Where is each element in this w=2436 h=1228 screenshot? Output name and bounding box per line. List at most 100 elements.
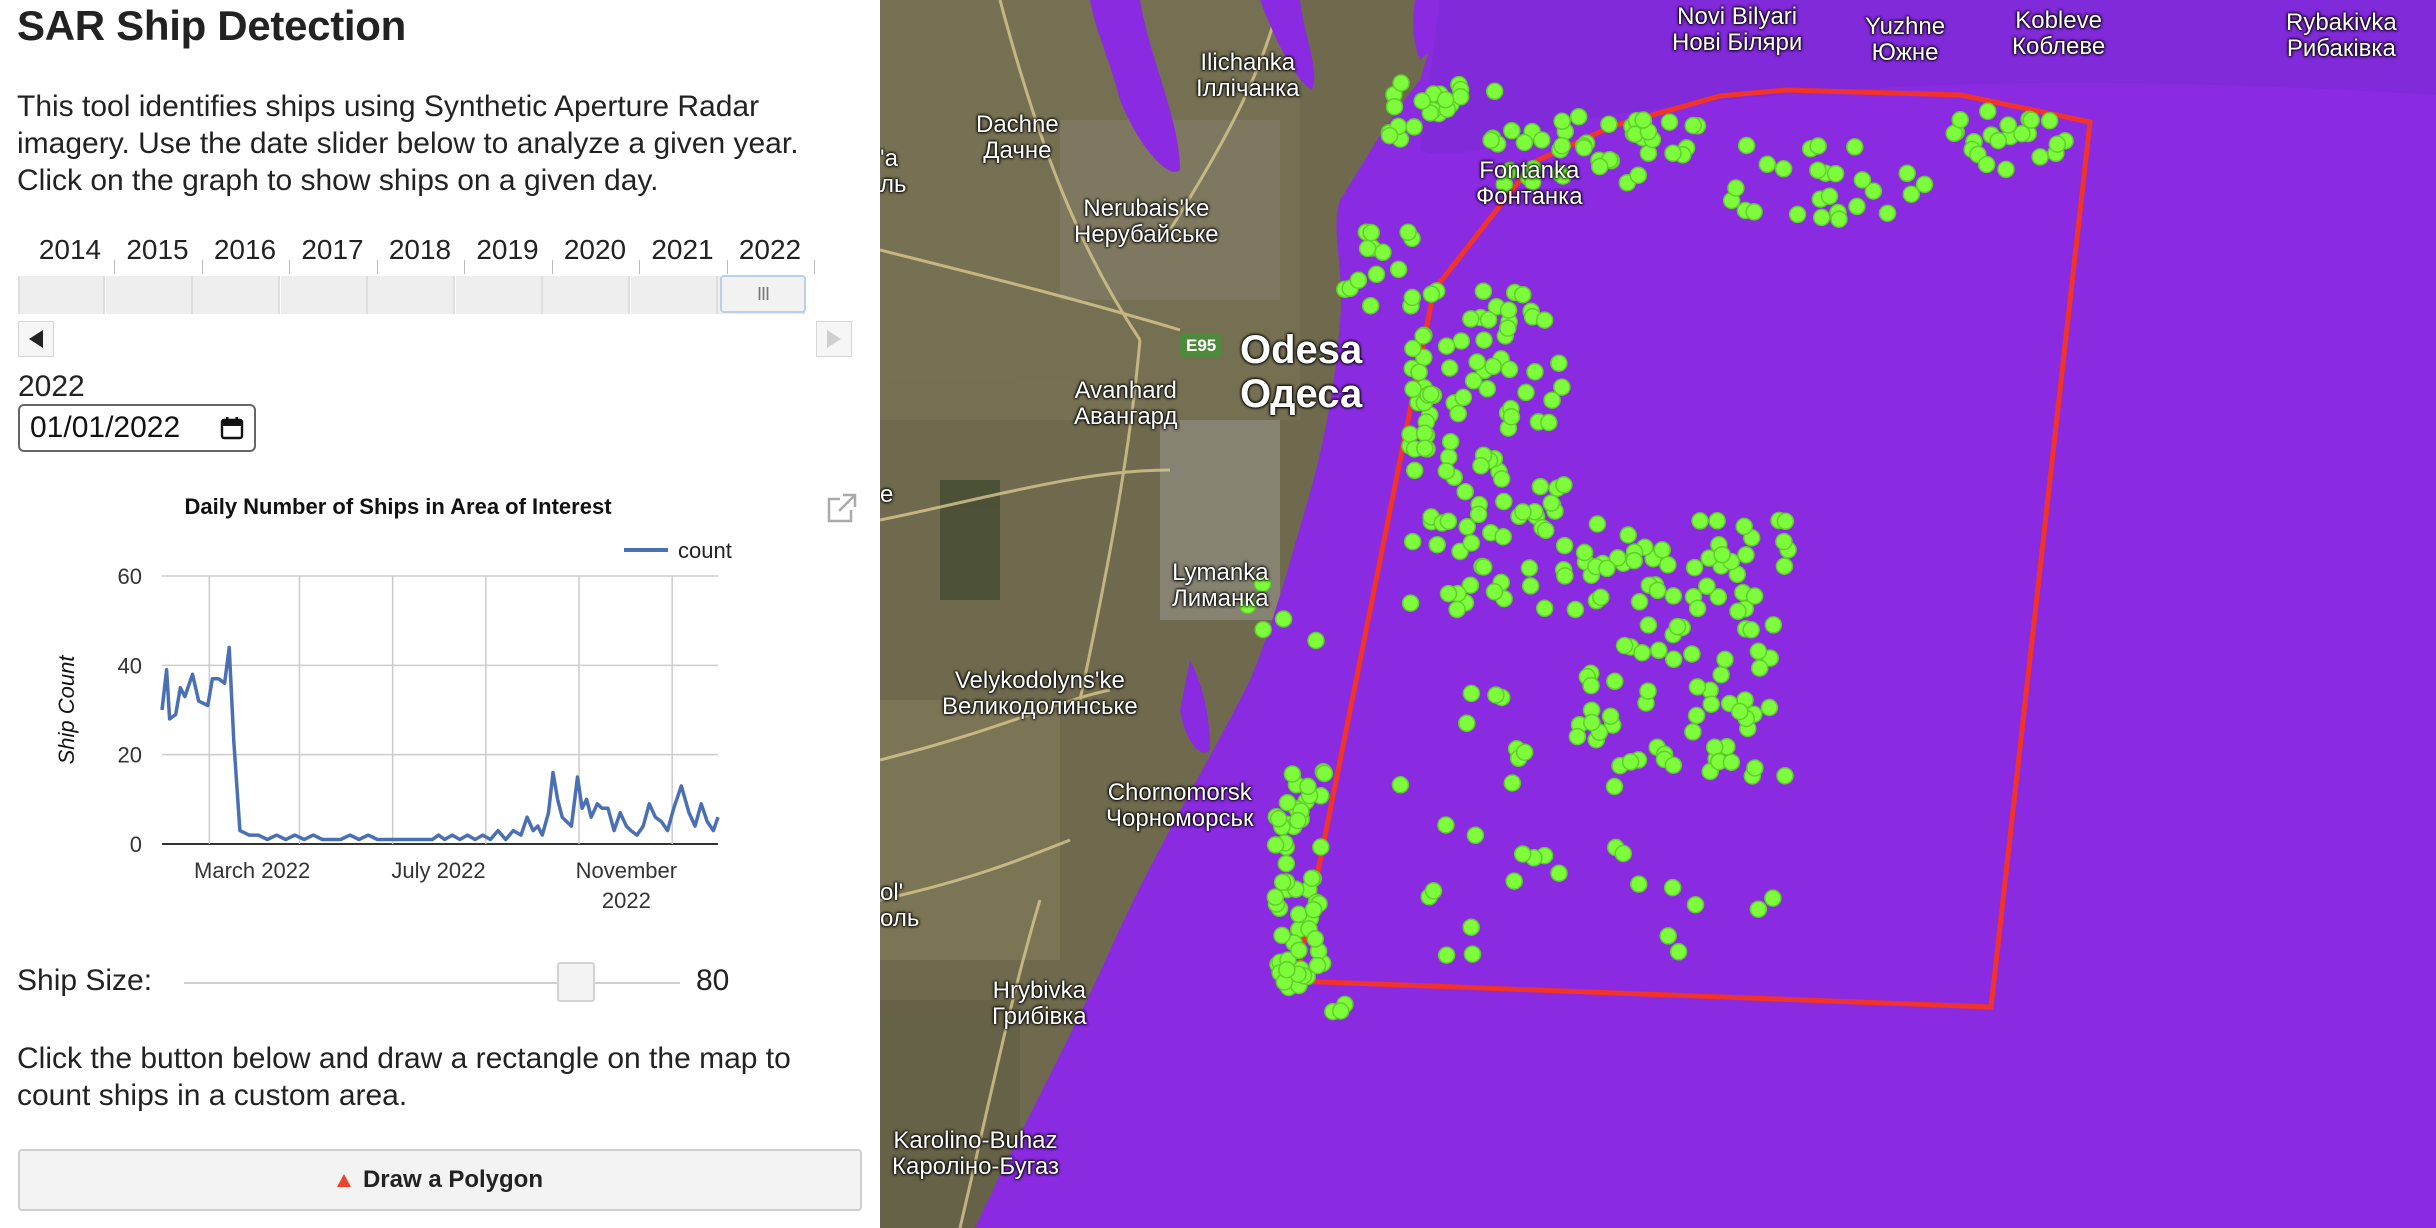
year-slot-2018[interactable] [368, 276, 455, 314]
ship-marker [1639, 682, 1657, 700]
year-label-2020[interactable]: 2020 [563, 234, 627, 265]
year-slot-2014[interactable] [18, 276, 105, 314]
year-label-2017[interactable]: 2017 [301, 234, 364, 265]
ship-marker [1727, 179, 1745, 197]
ship-marker [1749, 900, 1768, 918]
ship-marker [1608, 549, 1627, 567]
year-label-2015[interactable]: 2015 [126, 234, 189, 265]
ship-marker [2022, 111, 2040, 129]
ship-marker [1413, 92, 1431, 110]
draw-polygon-button[interactable]: Draw a Polygon [18, 1149, 862, 1211]
roads [880, 0, 1282, 1228]
ship-marker [1266, 836, 1285, 854]
ship-marker [1469, 505, 1488, 524]
year-slider-handle[interactable]: III [720, 275, 806, 313]
next-year-button[interactable] [816, 321, 852, 357]
ship-marker [1401, 425, 1419, 443]
ship-marker [1820, 187, 1839, 205]
ship-marker [1550, 354, 1568, 372]
ship-marker [1630, 875, 1648, 893]
ship-marker [1709, 588, 1728, 606]
ship-marker [1531, 477, 1550, 496]
year-slider[interactable]: 2014 2015 2016 2017 2018 2019 2020 2021 2022 III [18, 234, 854, 314]
chart-ylabel: Ship Count [54, 655, 79, 765]
ship-marker [1456, 482, 1474, 501]
year-label-2018[interactable]: 2018 [388, 234, 452, 265]
year-slot-2016[interactable] [193, 276, 280, 314]
ship-marker [1664, 587, 1683, 605]
year-slot-2017[interactable] [280, 276, 368, 314]
ship-marker [1448, 600, 1466, 619]
ship-marker [1553, 112, 1571, 131]
year-slot-2019[interactable] [455, 276, 543, 314]
ship-marker [1568, 727, 1587, 746]
map-view[interactable]: Novi Bilyari Нові Біляри Yuzhne Южне Kob… [880, 0, 2436, 1228]
ship-marker [1788, 205, 1807, 224]
ship-marker [1312, 838, 1330, 856]
date-input-value: 01/01/2022 [30, 411, 181, 444]
ship-marker [1575, 543, 1594, 562]
ship-marker [1745, 587, 1764, 605]
year-label-2014[interactable]: 2014 [38, 234, 102, 265]
ship-marker [1404, 380, 1422, 398]
ship-marker [1437, 946, 1456, 964]
ship-marker [1977, 155, 1996, 174]
ship-marker [1401, 594, 1420, 612]
polygon-triangle-icon [336, 1173, 351, 1187]
ship-size-slider-track[interactable] [184, 982, 680, 984]
calendar-icon[interactable] [220, 416, 244, 440]
ship-marker [1403, 532, 1422, 551]
year-label-2021[interactable]: 2021 [651, 234, 714, 265]
map-label-novi-bilyari: Novi Bilyari Нові Біляри [1672, 3, 1803, 56]
map-canvas[interactable] [880, 0, 2436, 1228]
map-label-kobleve: Kobleve Коблеве [2012, 7, 2106, 60]
ship-marker [1468, 353, 1486, 371]
year-label-2016[interactable]: 2016 [213, 234, 277, 265]
ship-marker [1737, 546, 1755, 564]
year-tick [639, 260, 640, 274]
ship-marker [1600, 115, 1618, 133]
ship-size-slider-thumb[interactable] [556, 962, 595, 1002]
year-label-2022[interactable]: 2022 [738, 234, 802, 265]
ship-marker [1462, 918, 1480, 936]
year-tick [114, 260, 115, 274]
ship-marker [1749, 642, 1768, 661]
land-texture [880, 0, 1300, 1228]
chart-xtick-label: 2022 [602, 888, 651, 913]
ship-marker [1273, 873, 1292, 891]
ship-marker [1424, 882, 1443, 900]
draw-instructions: Click the button below and draw a rectan… [17, 1042, 791, 1112]
ship-marker [1499, 319, 1517, 337]
ship-marker [1555, 536, 1574, 555]
map-label-nerubaiske: Nerubais'ke Нерубайське [1074, 195, 1219, 248]
year-slot-2021[interactable] [630, 276, 718, 314]
ship-marker [1283, 765, 1302, 783]
ship-marker [1550, 864, 1568, 882]
year-label-2019[interactable]: 2019 [476, 234, 539, 265]
year-slot-2020[interactable] [543, 276, 630, 314]
map-label-fontanka: Fontanka Фонтанка [1476, 157, 1583, 210]
ship-marker [2040, 111, 2059, 130]
ship-marker [1521, 577, 1540, 595]
prev-year-button[interactable] [18, 321, 54, 357]
ship-marker [1269, 810, 1288, 828]
open-in-new-icon[interactable] [826, 492, 858, 524]
ship-marker [1669, 943, 1688, 961]
chart-xtick-label: March 2022 [194, 858, 310, 883]
ship-marker [1495, 492, 1513, 511]
chart-title: Daily Number of Ships in Area of Interes… [184, 494, 612, 519]
ship-marker [1648, 581, 1667, 600]
ship-marker [1392, 74, 1410, 92]
date-input[interactable]: 01/01/2022 [18, 404, 256, 452]
map-label-chornomorsk: Chornomorsk Чорноморськ [1106, 779, 1254, 832]
chart-xtick-label: July 2022 [391, 858, 485, 883]
ship-marker [1405, 461, 1424, 480]
ship-marker [1266, 888, 1285, 906]
ships-chart-svg[interactable]: Daily Number of Ships in Area of Interes… [18, 484, 864, 934]
ship-marker [1487, 686, 1505, 704]
ship-marker [1684, 723, 1702, 741]
ship-marker [1494, 527, 1512, 546]
map-label-ilichanka: Ilichanka Іллічанка [1196, 49, 1300, 102]
ships-chart[interactable]: Daily Number of Ships in Area of Interes… [18, 484, 864, 934]
year-slot-2015[interactable] [105, 276, 193, 314]
